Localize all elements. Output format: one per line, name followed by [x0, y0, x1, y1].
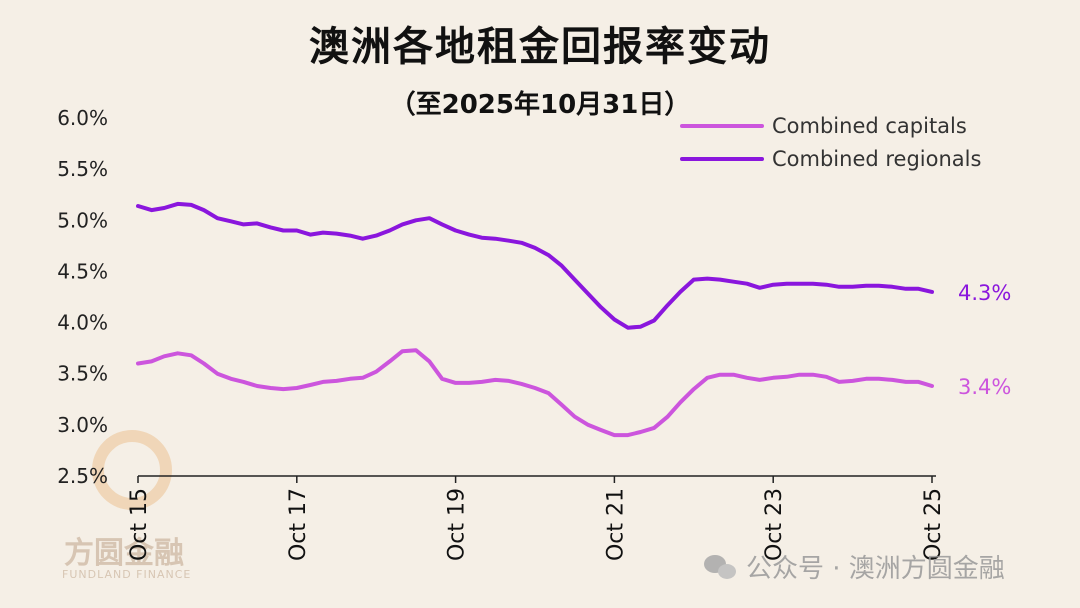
x-tick-label: Oct 19: [445, 488, 470, 561]
legend-label-1: Combined regionals: [772, 147, 981, 171]
series-end-labels: 3.4% 4.3%: [958, 281, 1011, 399]
chart-title: 澳洲各地租金回报率变动: [309, 24, 771, 70]
series-end-label-1: 4.3%: [958, 281, 1011, 305]
x-tick-label: Oct 21: [603, 488, 628, 561]
x-tick-label: Oct 23: [762, 488, 787, 561]
series-line-1: [136, 201, 934, 330]
logo-sub-text: FUNDLAND FINANCE: [62, 568, 192, 581]
wechat-watermark-text: 公众号 · 澳洲方圆金融: [746, 554, 1005, 584]
series-end-label-0: 3.4%: [958, 375, 1011, 399]
wechat-watermark: 公众号 · 澳洲方圆金融: [704, 548, 1005, 585]
series-lines: [136, 201, 934, 438]
legend: Combined capitals Combined regionals: [680, 114, 981, 171]
y-tick-label: 6.0%: [57, 106, 108, 130]
y-tick-label: 5.0%: [57, 208, 108, 232]
legend-label-0: Combined capitals: [772, 114, 967, 138]
x-tick-label: Oct 25: [921, 488, 946, 561]
y-tick-label: 5.5%: [57, 157, 108, 181]
x-axis-ticks: Oct 15 Oct 17 Oct 19 Oct 21 Oct 23 Oct 25: [127, 476, 946, 561]
y-axis-ticks: 6.0% 5.5% 5.0% 4.5% 4.0% 3.5% 3.0% 2.5%: [57, 106, 108, 488]
y-tick-label: 3.5%: [57, 362, 108, 386]
y-tick-label: 2.5%: [57, 464, 108, 488]
logo-main-text: 方圆金融: [64, 536, 184, 571]
x-tick-label: Oct 15: [127, 488, 152, 561]
x-tick-label: Oct 17: [286, 488, 311, 561]
series-line-0: [136, 348, 934, 438]
chart-subtitle: （至2025年10月31日）: [389, 90, 691, 120]
wechat-icon: [704, 554, 738, 580]
y-tick-label: 4.0%: [57, 311, 108, 335]
y-tick-label: 3.0%: [57, 413, 108, 437]
y-tick-label: 4.5%: [57, 259, 108, 283]
brand-logo-watermark: 方圆金融 FUNDLAND FINANCE: [62, 430, 202, 590]
